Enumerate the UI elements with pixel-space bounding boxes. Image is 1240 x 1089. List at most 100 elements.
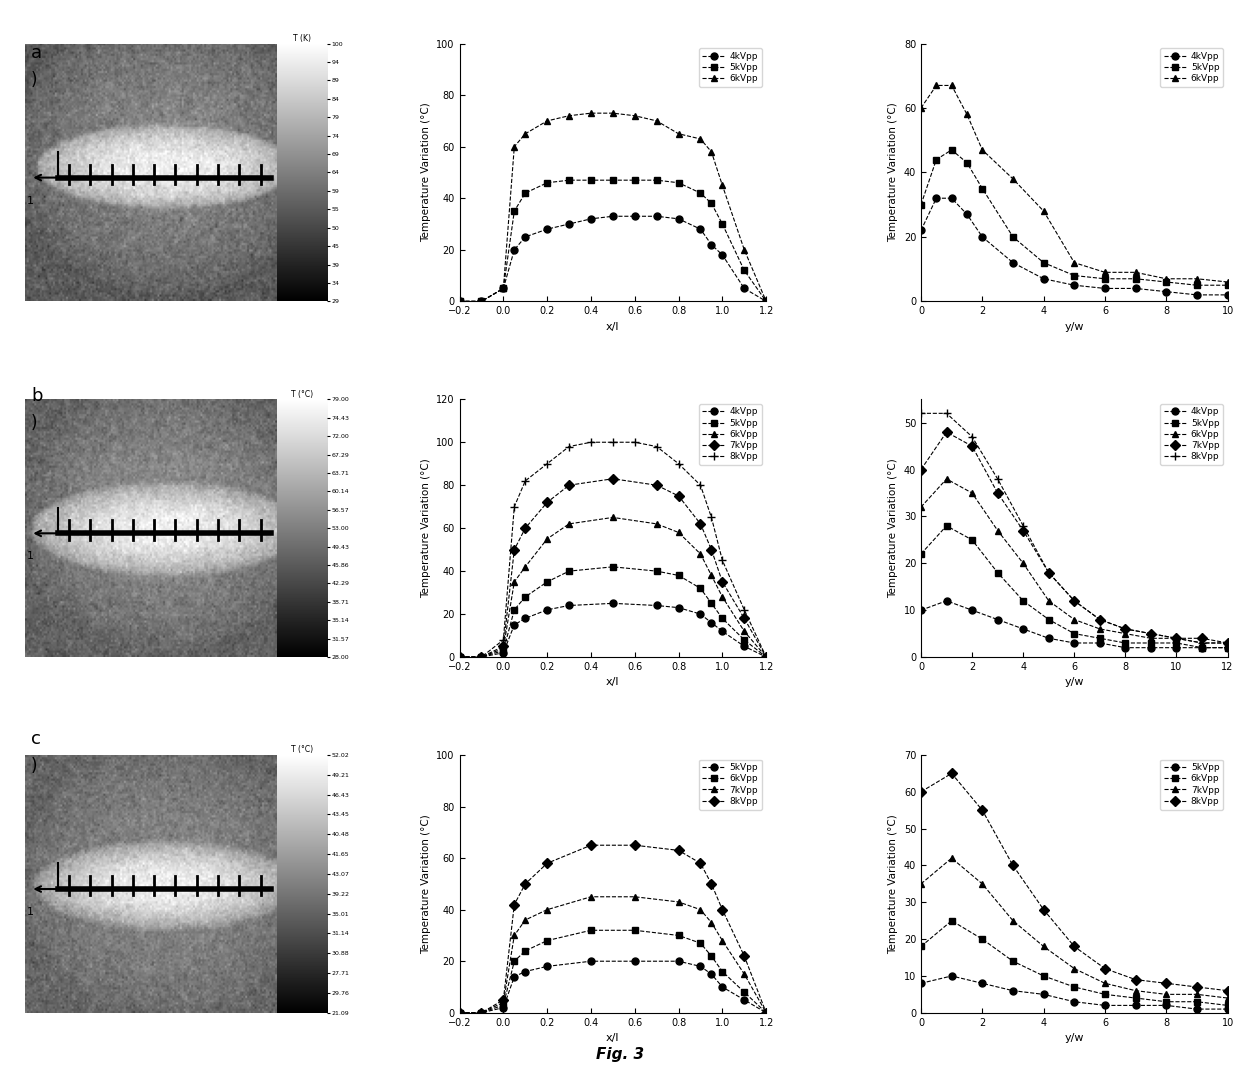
4kVpp xyxy=(627,210,642,223)
8kVpp xyxy=(715,554,730,567)
7kVpp xyxy=(453,1006,467,1019)
8kVpp xyxy=(518,475,533,488)
Text: Fig. 3: Fig. 3 xyxy=(596,1047,644,1062)
7kVpp xyxy=(693,517,708,530)
7kVpp xyxy=(1016,524,1030,537)
5kVpp xyxy=(518,965,533,978)
4kVpp xyxy=(453,650,467,663)
Legend: 4kVpp, 5kVpp, 6kVpp: 4kVpp, 5kVpp, 6kVpp xyxy=(698,48,761,87)
8kVpp xyxy=(650,440,665,453)
Line: 7kVpp: 7kVpp xyxy=(918,429,1231,647)
4kVpp xyxy=(1143,641,1158,654)
5kVpp xyxy=(1097,999,1112,1012)
5kVpp xyxy=(1092,632,1107,645)
Line: 8kVpp: 8kVpp xyxy=(455,438,770,661)
7kVpp xyxy=(1194,632,1209,645)
5kVpp xyxy=(737,993,751,1006)
6kVpp xyxy=(914,940,929,953)
4kVpp xyxy=(914,224,929,237)
Y-axis label: Temperature Variation (°C): Temperature Variation (°C) xyxy=(888,813,898,954)
6kVpp xyxy=(496,999,511,1012)
4kVpp xyxy=(453,295,467,308)
4kVpp xyxy=(944,192,959,205)
4kVpp xyxy=(1159,285,1174,298)
Legend: 4kVpp, 5kVpp, 6kVpp, 7kVpp, 8kVpp: 4kVpp, 5kVpp, 6kVpp, 7kVpp, 8kVpp xyxy=(1161,404,1223,465)
7kVpp xyxy=(671,895,686,908)
X-axis label: x/l: x/l xyxy=(606,677,620,687)
5kVpp xyxy=(496,282,511,295)
5kVpp xyxy=(693,186,708,199)
4kVpp xyxy=(496,282,511,295)
6kVpp xyxy=(474,1006,489,1019)
7kVpp xyxy=(1128,984,1143,998)
5kVpp xyxy=(1006,231,1021,244)
X-axis label: x/l: x/l xyxy=(606,321,620,332)
5kVpp xyxy=(1189,279,1204,292)
4kVpp xyxy=(507,619,522,632)
6kVpp xyxy=(627,109,642,122)
4kVpp xyxy=(1169,641,1184,654)
Line: 6kVpp: 6kVpp xyxy=(456,514,770,661)
7kVpp xyxy=(1169,632,1184,645)
5kVpp xyxy=(1194,641,1209,654)
5kVpp xyxy=(1037,256,1052,269)
4kVpp xyxy=(562,218,577,231)
5kVpp xyxy=(1118,636,1133,649)
6kVpp xyxy=(539,114,554,127)
4kVpp xyxy=(539,603,554,616)
X-axis label: y/w: y/w xyxy=(1065,677,1084,687)
5kVpp xyxy=(671,955,686,968)
6kVpp xyxy=(1143,632,1158,645)
5kVpp xyxy=(518,186,533,199)
8kVpp xyxy=(1220,984,1235,998)
5kVpp xyxy=(1128,272,1143,285)
5kVpp xyxy=(584,173,599,186)
7kVpp xyxy=(539,903,554,916)
4kVpp xyxy=(671,601,686,614)
7kVpp xyxy=(1143,627,1158,640)
6kVpp xyxy=(759,1006,774,1019)
Y-axis label: Temperature Variation (°C): Temperature Variation (°C) xyxy=(888,102,898,243)
8kVpp xyxy=(693,857,708,870)
4kVpp xyxy=(960,208,975,221)
6kVpp xyxy=(496,641,511,654)
6kVpp xyxy=(474,650,489,663)
Line: 4kVpp: 4kVpp xyxy=(456,212,770,305)
8kVpp xyxy=(1118,623,1133,636)
5kVpp xyxy=(453,650,467,663)
6kVpp xyxy=(507,575,522,588)
6kVpp xyxy=(1066,613,1081,626)
X-axis label: y/w: y/w xyxy=(1065,1033,1084,1043)
8kVpp xyxy=(627,436,642,449)
6kVpp xyxy=(975,144,990,157)
Line: 5kVpp: 5kVpp xyxy=(456,563,770,661)
5kVpp xyxy=(715,218,730,231)
8kVpp xyxy=(453,1006,467,1019)
7kVpp xyxy=(1118,623,1133,636)
8kVpp xyxy=(627,839,642,852)
4kVpp xyxy=(939,595,954,608)
6kVpp xyxy=(1092,623,1107,636)
8kVpp xyxy=(518,878,533,891)
5kVpp xyxy=(737,264,751,277)
8kVpp xyxy=(671,457,686,470)
6kVpp xyxy=(944,78,959,91)
6kVpp xyxy=(1006,172,1021,185)
7kVpp xyxy=(496,996,511,1010)
5kVpp xyxy=(693,582,708,595)
6kVpp xyxy=(562,109,577,122)
7kVpp xyxy=(715,934,730,947)
7kVpp xyxy=(507,929,522,942)
6kVpp xyxy=(1220,636,1235,649)
5kVpp xyxy=(914,198,929,211)
6kVpp xyxy=(496,282,511,295)
4kVpp xyxy=(1097,282,1112,295)
7kVpp xyxy=(759,1006,774,1019)
8kVpp xyxy=(965,430,980,443)
5kVpp xyxy=(914,548,929,561)
8kVpp xyxy=(737,603,751,616)
6kVpp xyxy=(704,145,719,158)
7kVpp xyxy=(1092,613,1107,626)
6kVpp xyxy=(939,473,954,486)
7kVpp xyxy=(605,473,620,486)
